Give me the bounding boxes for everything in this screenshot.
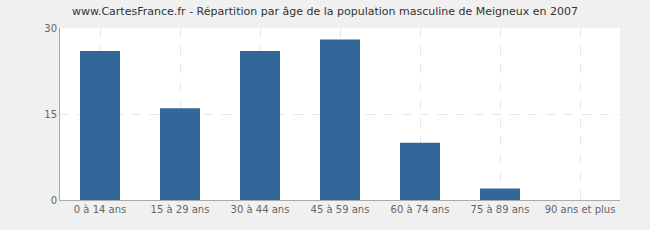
svg-text:30: 30 (44, 23, 57, 34)
svg-text:0 à 14 ans: 0 à 14 ans (74, 204, 126, 215)
svg-text:0: 0 (51, 195, 57, 206)
svg-text:90 ans et plus: 90 ans et plus (545, 204, 616, 215)
svg-text:75 à 89 ans: 75 à 89 ans (471, 204, 530, 215)
svg-text:www.CartesFrance.fr - Répartit: www.CartesFrance.fr - Répartition par âg… (72, 5, 578, 18)
svg-text:15: 15 (44, 109, 57, 120)
svg-text:60 à 74 ans: 60 à 74 ans (391, 204, 450, 215)
svg-text:15 à 29 ans: 15 à 29 ans (151, 204, 210, 215)
svg-text:30 à 44 ans: 30 à 44 ans (231, 204, 290, 215)
svg-text:45 à 59 ans: 45 à 59 ans (311, 204, 370, 215)
